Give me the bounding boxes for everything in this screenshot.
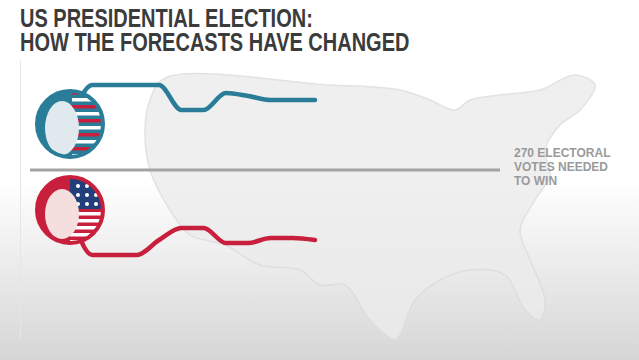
title: US PRESIDENTIAL ELECTION:HOW THE FORECAS… xyxy=(20,5,409,57)
y-axis-line xyxy=(20,61,21,341)
annotation: 270 ELECTORALVOTES NEEDEDTO WIN xyxy=(514,146,610,188)
reference-line xyxy=(30,169,500,172)
annotation-text: VOTES NEEDED xyxy=(514,160,608,174)
chart: US PRESIDENTIAL ELECTION:HOW THE FORECAS… xyxy=(0,0,639,360)
series-line xyxy=(70,210,315,255)
title-line: HOW THE FORECASTS HAVE CHANGED xyxy=(20,29,409,57)
candidate-icon xyxy=(37,177,103,244)
background xyxy=(0,0,639,360)
y-axis xyxy=(20,61,21,341)
candidate-icon xyxy=(37,91,105,158)
map-background xyxy=(145,74,595,340)
annotation-text: TO WIN xyxy=(514,174,557,188)
series-line xyxy=(70,85,315,124)
annotation-text: 270 ELECTORAL xyxy=(514,146,610,160)
lines xyxy=(70,85,315,255)
